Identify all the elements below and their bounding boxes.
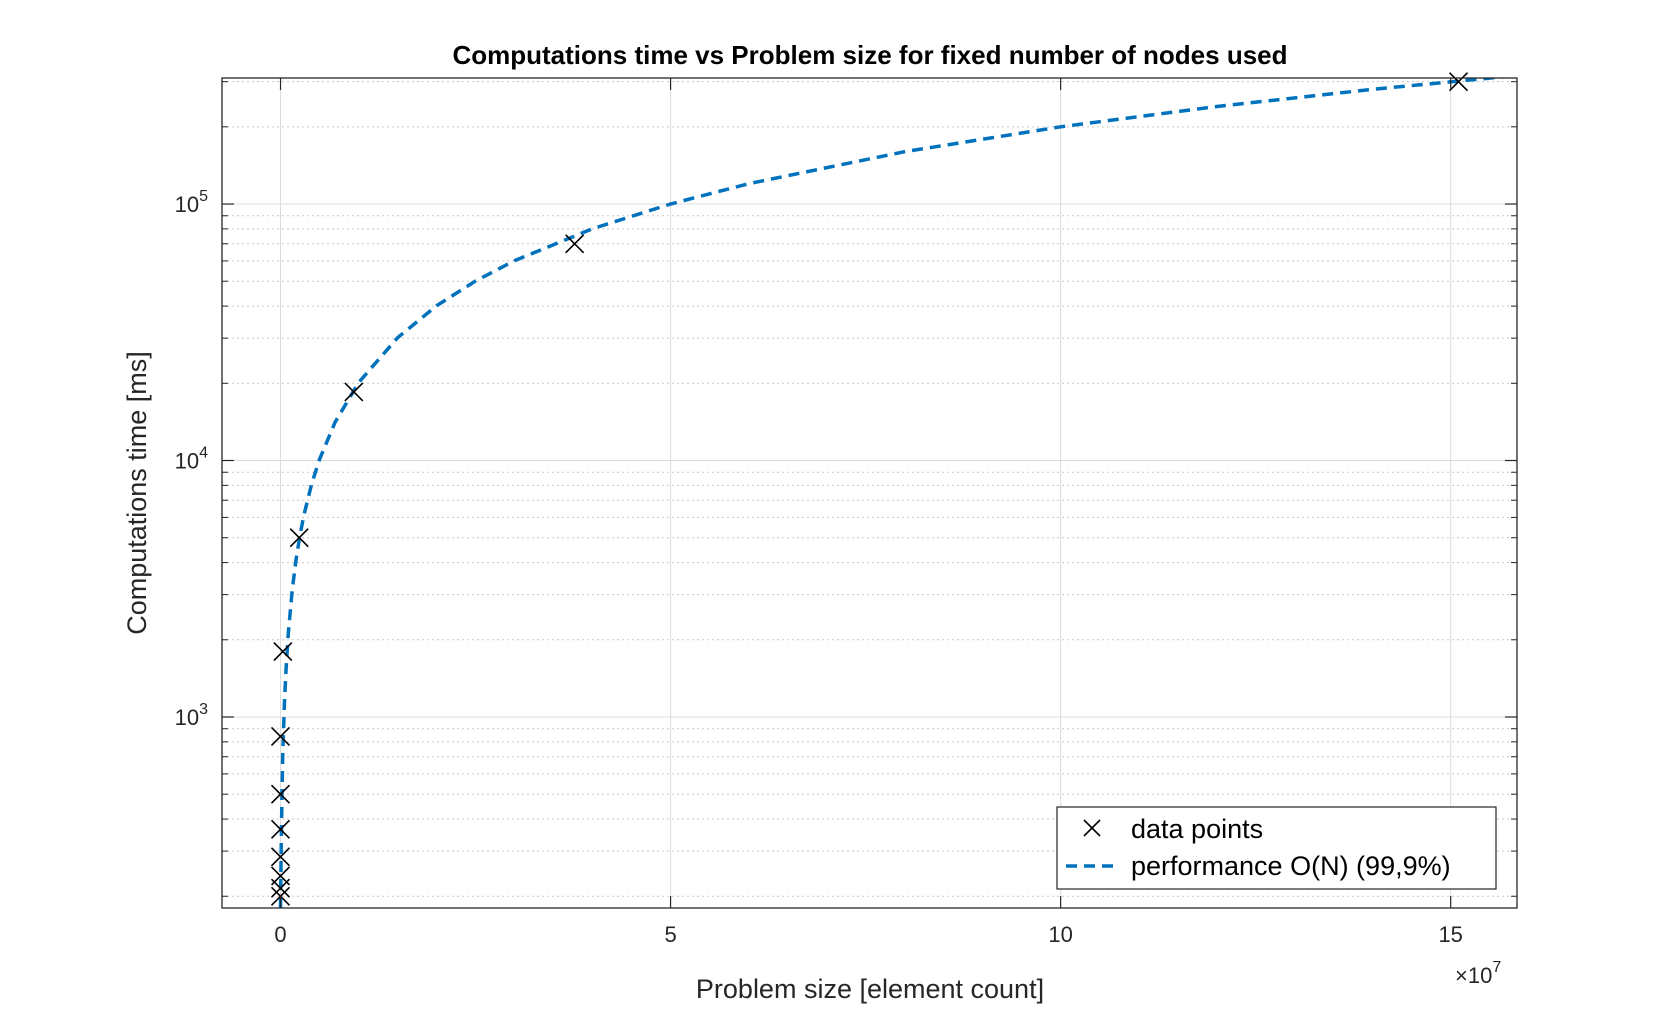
- data-point-stroke: [344, 382, 364, 402]
- data-point-stroke: [289, 528, 309, 548]
- data-point-stroke: [270, 726, 291, 746]
- data-point-stroke: [565, 234, 585, 254]
- data-point-stroke: [1448, 72, 1469, 92]
- x-exponent-power: 7: [1492, 959, 1501, 976]
- grid: [222, 78, 1517, 908]
- data-point: [270, 847, 291, 867]
- x-tick-label: 15: [1438, 922, 1462, 947]
- y-tick-exponent: 3: [199, 701, 208, 718]
- data-point: [270, 726, 291, 746]
- legend-label-performance: performance O(N) (99,9%): [1131, 851, 1451, 881]
- y-tick-label: 104: [175, 445, 208, 474]
- data-point-stroke: [270, 866, 291, 886]
- x-tick-label: 10: [1048, 922, 1072, 947]
- data-point-stroke: [270, 847, 291, 867]
- legend-item-performance: performance O(N) (99,9%): [1066, 851, 1451, 881]
- legend-label-data-points: data points: [1131, 814, 1263, 844]
- x-exponent-base: ×10: [1455, 963, 1492, 988]
- legend-box: [1056, 806, 1497, 890]
- y-tick-base: 10: [175, 449, 199, 474]
- data-point: [565, 234, 585, 254]
- legend: data points performance O(N) (99,9%): [1056, 806, 1497, 890]
- x-axis-label: Problem size [element count]: [696, 974, 1044, 1004]
- data-point-stroke: [273, 641, 293, 662]
- y-tick-exponent: 4: [199, 445, 208, 462]
- series-layer: [270, 72, 1510, 908]
- plot-area: [222, 78, 1517, 908]
- legend-item-data-points: data points: [1083, 814, 1263, 844]
- data-point: [1448, 72, 1469, 92]
- x-axis-exponent: ×107: [1455, 959, 1501, 988]
- legend-x-marker-icon: [1083, 819, 1101, 837]
- data-point: [270, 784, 291, 804]
- y-tick-exponent: 5: [199, 188, 208, 205]
- y-tick-base: 10: [175, 192, 199, 217]
- y-tick-label: 105: [175, 188, 208, 217]
- y-tick-label: 103: [175, 701, 208, 730]
- y-axis-label: Computations time [ms]: [122, 351, 152, 635]
- data-point: [289, 528, 309, 548]
- x-tick-label: 5: [664, 922, 676, 947]
- data-point: [270, 866, 291, 886]
- data-point: [270, 819, 291, 839]
- data-point-stroke: [270, 784, 291, 804]
- chart-title: Computations time vs Problem size for fi…: [452, 40, 1287, 70]
- data-point: [273, 641, 293, 662]
- x-tick-label: 0: [274, 922, 286, 947]
- plot-frame: [221, 77, 1518, 909]
- y-tick-base: 10: [175, 705, 199, 730]
- data-point-stroke: [270, 819, 291, 839]
- data-point: [344, 382, 364, 402]
- series-line-performance: [278, 78, 1510, 908]
- axis-ticks: [222, 78, 1517, 908]
